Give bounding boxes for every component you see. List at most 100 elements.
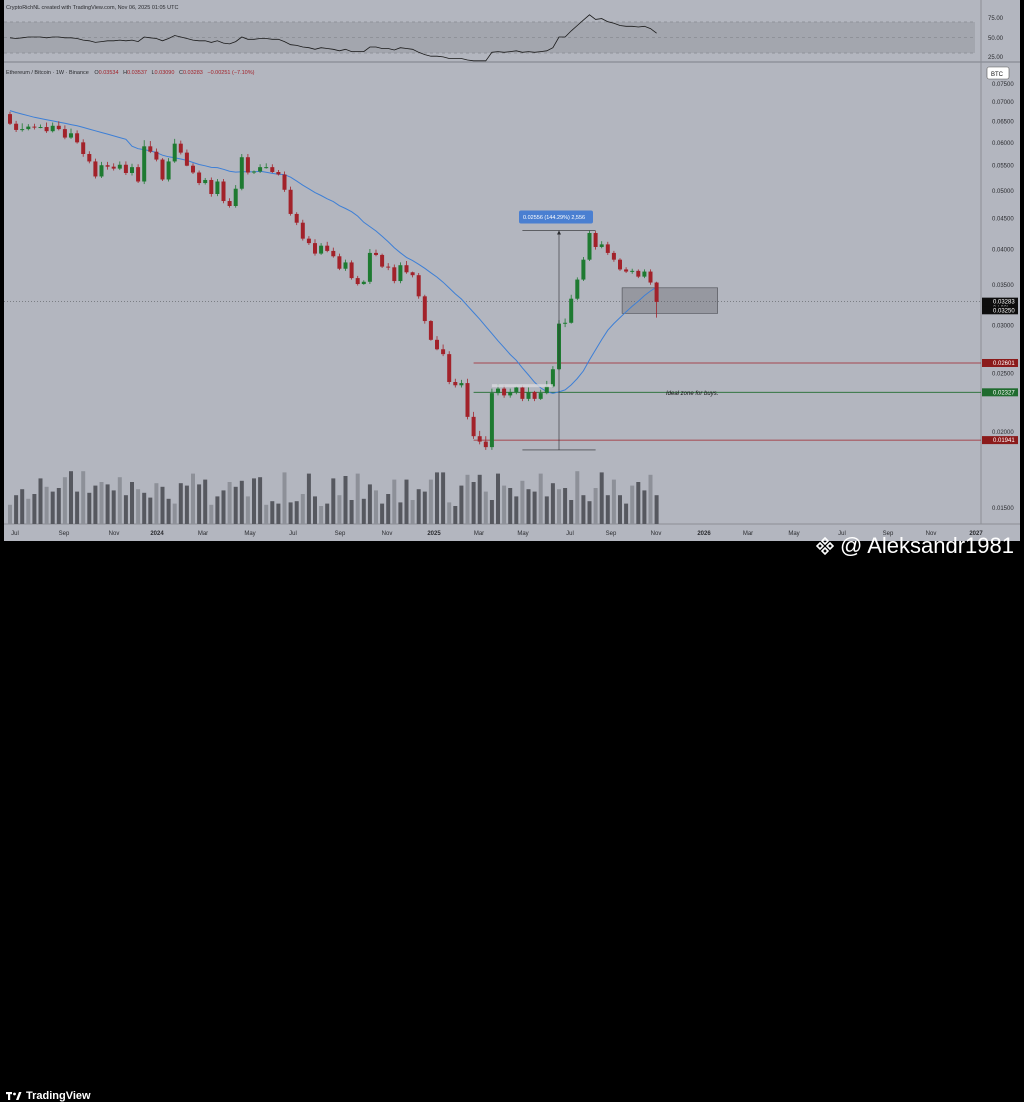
rsi-axis-75: 75.00 (988, 16, 1004, 22)
candle-body (587, 233, 592, 260)
volume-bar (441, 472, 446, 524)
volume-bar (93, 485, 98, 524)
volume-bar (550, 483, 555, 524)
volume-bar (502, 485, 507, 524)
candle (245, 153, 250, 175)
volume-bar (544, 496, 549, 524)
candle-body (386, 266, 391, 268)
candle (386, 263, 391, 271)
candle (258, 164, 263, 173)
candle-body (343, 262, 348, 269)
legend-close: 0.03283 (183, 70, 203, 76)
volume-bar (374, 490, 378, 524)
volume-bar (300, 494, 305, 524)
candle (8, 111, 12, 125)
candle-body (550, 369, 555, 387)
candle-body (544, 386, 549, 394)
candle (282, 171, 287, 192)
volume-bar (508, 488, 513, 524)
chart-svg: 0.07500 0.07000 0.06500 0.06000 0.05500 0.050… (4, 0, 1020, 537)
candle-body (38, 127, 43, 129)
candle-body (75, 133, 80, 143)
volume-bar (599, 472, 604, 524)
candle (166, 158, 171, 182)
candle (148, 141, 153, 154)
candle (288, 186, 293, 216)
legend-close-label: C (179, 70, 183, 76)
candle (538, 389, 543, 401)
time-tick: Jul (11, 531, 19, 537)
candle (502, 385, 507, 398)
volume-bar (416, 489, 421, 524)
candle-body (209, 179, 214, 194)
candle-body (496, 388, 500, 394)
volume-bar (575, 471, 580, 524)
volume-bar (538, 473, 543, 524)
volume-bar (20, 489, 25, 524)
price-tags: 0.032833d 23h0.032500.026010.023270.0194… (982, 297, 1018, 445)
candle-body (428, 321, 433, 340)
volume-bar (630, 485, 635, 524)
volume-bar (331, 478, 336, 524)
candle-body (477, 436, 482, 442)
candle (611, 250, 616, 262)
tradingview-logo[interactable]: TradingView (6, 1090, 91, 1102)
rsi-line (9, 14, 657, 62)
volume-bar (624, 503, 629, 524)
buy-zone-label: Ideal zone for buys. (666, 391, 718, 397)
volume-bar (166, 498, 171, 524)
candle (374, 249, 378, 257)
candle (349, 260, 354, 280)
candle-body (245, 157, 250, 173)
time-tick: May (517, 531, 528, 537)
legend-open-label: O (94, 70, 99, 76)
time-tick: 2027 (969, 531, 983, 537)
candle-body (111, 166, 116, 169)
time-tick: Nov (109, 531, 120, 537)
candle (331, 247, 336, 258)
time-tick: 2024 (150, 531, 164, 537)
candle-body (148, 146, 153, 152)
volume-bar (227, 482, 232, 524)
time-tick: Sep (883, 531, 894, 537)
candle (380, 253, 385, 269)
candle (569, 294, 574, 324)
chart-frame: 0.07500 0.07000 0.06500 0.06000 0.05500 0.050… (4, 0, 1020, 1102)
currency-badge[interactable] (986, 66, 1010, 80)
candle-body (648, 271, 653, 283)
buy-zone-rect (621, 287, 718, 314)
time-tick: Sep (606, 531, 617, 537)
candle-body (563, 322, 568, 324)
volume-bar (184, 485, 189, 524)
candle (227, 198, 232, 208)
candle-body (642, 271, 647, 277)
candle (532, 390, 537, 402)
candle (160, 158, 165, 181)
price-tick: 0.04500 (992, 217, 1014, 223)
candle-body (197, 172, 202, 184)
candle (648, 269, 653, 285)
time-tick: Jul (838, 531, 846, 537)
volume-bar (611, 479, 616, 524)
candle (178, 140, 183, 155)
volume-bar (587, 501, 592, 524)
volume-bar (172, 503, 177, 524)
volume-bar (569, 500, 574, 524)
volume-bar (367, 484, 372, 524)
candle (32, 123, 37, 130)
volume-bar (428, 479, 433, 524)
volume-bar (636, 482, 641, 524)
candle (93, 158, 98, 179)
candle-body (203, 179, 208, 184)
price-tick: 0.03000 (992, 323, 1014, 329)
candle-body (325, 245, 330, 251)
price-tag-bg (982, 358, 1018, 367)
price-tag: 0.03250 (982, 306, 1018, 315)
candle-body (142, 146, 147, 182)
candle (337, 253, 342, 271)
volume-bar (252, 478, 256, 524)
price-axis: 0.07500 0.07000 0.06500 0.06000 0.05500 0.050… (992, 82, 1014, 512)
volume-bar (288, 502, 293, 524)
candle (447, 351, 452, 385)
candle (264, 163, 269, 169)
